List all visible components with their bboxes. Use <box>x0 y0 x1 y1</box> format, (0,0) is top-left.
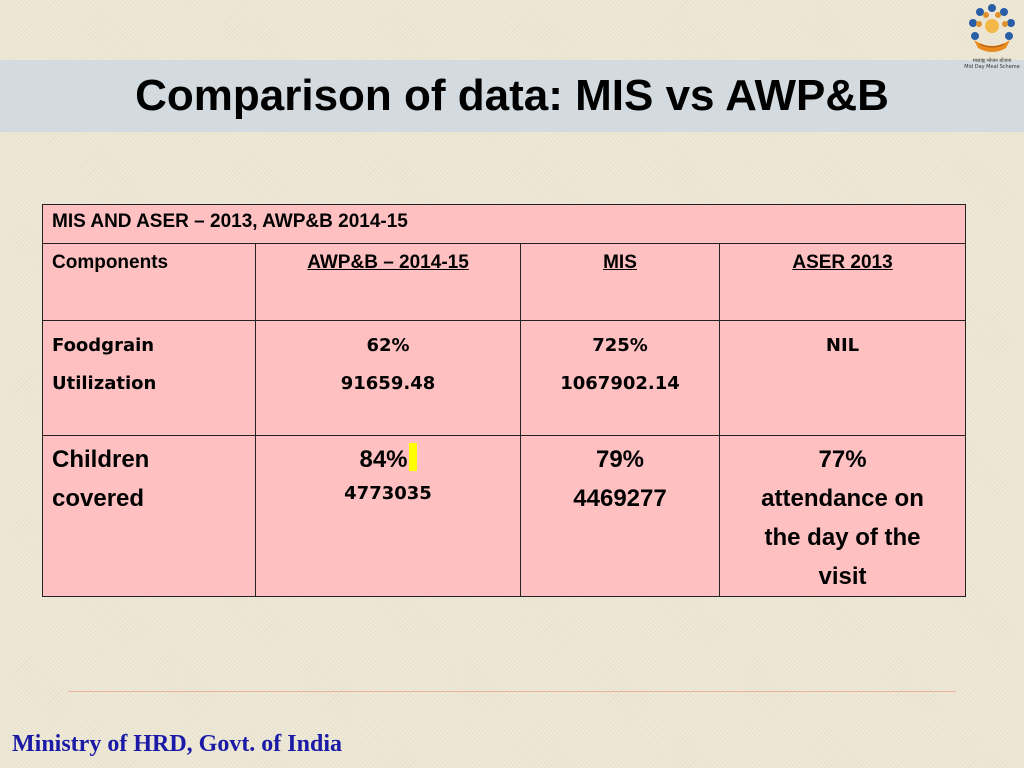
footer-text: Ministry of HRD, Govt. of India <box>12 731 342 757</box>
table-header-row: MIS AND ASER – 2013, AWP&B 2014-15 <box>41 204 967 244</box>
highlight-mark <box>408 443 417 471</box>
table-row: Foodgrain Utilization 62% 91659.48 725% … <box>42 320 967 436</box>
title-band: Comparison of data: MIS vs AWP&B <box>0 60 1024 132</box>
cell-mis-children: 79% 4469277 <box>520 435 720 597</box>
comparison-table: MIS AND ASER – 2013, AWP&B 2014-15 Compo… <box>41 204 967 597</box>
logo-caption: मध्याह्न भोजन योजना Mid Day Meal Scheme <box>964 58 1020 70</box>
row-label-foodgrain: Foodgrain Utilization <box>42 320 256 436</box>
column-header-components: Components <box>42 243 256 321</box>
column-header-row: Components AWP&B – 2014-15 MIS ASER 2013 <box>42 243 967 321</box>
cell-mis-foodgrain: 725% 1067902.14 <box>520 320 720 436</box>
logo-emblem-icon <box>969 4 1015 52</box>
column-header-mis: MIS <box>520 243 720 321</box>
table-header-cell: MIS AND ASER – 2013, AWP&B 2014-15 <box>41 204 967 244</box>
footer-divider <box>68 691 956 692</box>
table-row: Children covered 84% 4773035 79% 4469277… <box>42 435 967 597</box>
mid-day-meal-logo <box>962 2 1022 76</box>
column-header-awpb: AWP&B – 2014-15 <box>255 243 521 321</box>
cell-aser-children: 77% attendance on the day of the visit <box>718 435 967 597</box>
cell-awpb-children: 84% 4773035 <box>255 435 521 597</box>
slide-title: Comparison of data: MIS vs AWP&B <box>135 71 889 120</box>
row-label-children: Children covered <box>42 435 256 597</box>
table-header-text: MIS AND ASER – 2013, AWP&B 2014-15 <box>52 211 408 232</box>
cell-awpb-foodgrain: 62% 91659.48 <box>255 320 521 436</box>
column-header-aser: ASER 2013 <box>718 243 967 321</box>
cell-aser-foodgrain: NIL <box>718 320 967 436</box>
